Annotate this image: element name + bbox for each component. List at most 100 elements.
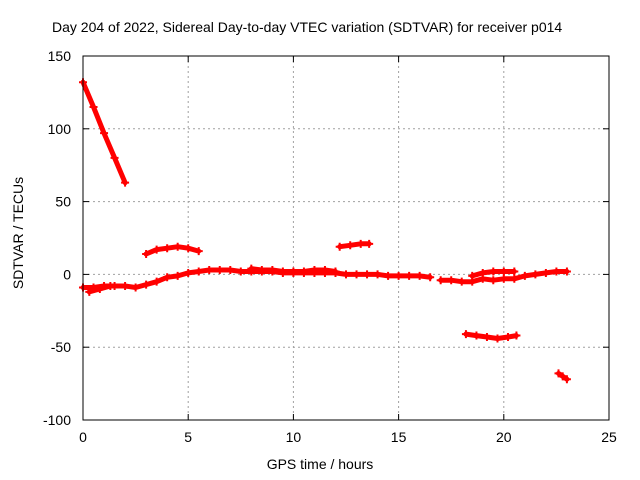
grid xyxy=(83,56,609,420)
y-tick-label: -50 xyxy=(51,339,71,355)
data-point xyxy=(489,276,498,285)
series-track-5 xyxy=(247,264,340,276)
data-point xyxy=(373,270,382,279)
plot-frame xyxy=(82,55,610,421)
data-points xyxy=(79,78,571,384)
data-point xyxy=(504,333,513,342)
data-point xyxy=(356,239,365,248)
series-track-6 xyxy=(335,239,374,251)
data-point xyxy=(384,271,393,280)
data-point xyxy=(352,270,361,279)
y-axis-label: SDTVAR / TECUs xyxy=(10,176,26,290)
data-point xyxy=(257,266,266,275)
data-point xyxy=(531,270,540,279)
x-tick-label: 25 xyxy=(601,429,617,445)
data-point xyxy=(194,267,203,276)
data-point xyxy=(335,242,344,251)
data-point xyxy=(520,271,529,280)
data-point xyxy=(173,242,182,251)
data-point xyxy=(106,282,115,291)
y-tick-label: 150 xyxy=(48,48,72,64)
data-point xyxy=(436,276,445,285)
y-tick-label: 0 xyxy=(63,266,71,282)
data-point xyxy=(331,267,340,276)
data-point xyxy=(278,267,287,276)
x-axis-label: GPS time / hours xyxy=(266,456,374,472)
data-point xyxy=(247,264,256,273)
data-point xyxy=(363,270,372,279)
series-track-7 xyxy=(436,267,571,286)
x-tick-label: 5 xyxy=(184,429,192,445)
data-point xyxy=(184,268,193,277)
x-tick-label: 10 xyxy=(286,429,302,445)
data-point xyxy=(510,267,519,276)
data-point xyxy=(299,267,308,276)
x-tick-label: 15 xyxy=(391,429,407,445)
series-track-8 xyxy=(468,267,519,280)
data-point xyxy=(236,267,245,276)
series-track-3 xyxy=(85,282,115,296)
data-point xyxy=(142,280,151,289)
data-point xyxy=(478,268,487,277)
data-point xyxy=(499,274,508,283)
data-point xyxy=(482,333,491,342)
data-point xyxy=(184,244,193,253)
data-point xyxy=(131,283,140,292)
data-point xyxy=(510,274,519,283)
data-point xyxy=(110,153,119,162)
data-point xyxy=(342,270,350,279)
data-point xyxy=(268,266,277,275)
data-point xyxy=(541,268,550,277)
data-point xyxy=(89,102,98,111)
data-point xyxy=(394,271,403,280)
data-point xyxy=(554,369,563,378)
x-tick-label: 20 xyxy=(496,429,512,445)
data-point xyxy=(365,239,374,248)
data-point xyxy=(205,266,214,275)
data-point xyxy=(194,247,203,256)
data-point xyxy=(457,277,466,286)
data-point xyxy=(489,267,498,276)
series-track-9 xyxy=(461,330,521,343)
data-point xyxy=(121,282,130,291)
data-point xyxy=(415,271,424,280)
x-tick-label: 0 xyxy=(79,429,87,445)
data-point xyxy=(152,277,161,286)
data-point xyxy=(226,266,235,275)
series-track-10 xyxy=(554,369,571,384)
data-point xyxy=(215,266,224,275)
chart-title: Day 204 of 2022, Sidereal Day-to-day VTE… xyxy=(52,19,563,35)
data-point xyxy=(346,241,355,250)
data-point xyxy=(100,129,109,138)
data-point xyxy=(512,331,521,340)
data-point xyxy=(310,266,319,275)
data-point xyxy=(558,372,567,381)
data-point xyxy=(85,287,94,296)
data-point xyxy=(320,266,329,275)
data-point xyxy=(289,267,298,276)
data-point xyxy=(426,273,435,282)
data-point xyxy=(562,375,571,384)
data-point xyxy=(95,284,104,293)
data-point xyxy=(447,276,456,285)
data-point xyxy=(173,271,182,280)
y-tick-label: 100 xyxy=(48,121,72,137)
y-tick-label: 50 xyxy=(55,194,71,210)
data-point xyxy=(142,250,151,259)
y-tick-label: -100 xyxy=(43,412,71,428)
data-point xyxy=(472,331,481,340)
data-point xyxy=(499,267,508,276)
data-point xyxy=(405,271,414,280)
axis-ticks: 0 5 10 15 20 25 -100 -50 0 50 100 150 xyxy=(43,48,617,445)
data-point xyxy=(552,267,561,276)
data-point xyxy=(121,178,130,187)
series-track-1 xyxy=(79,78,130,187)
series-track xyxy=(337,241,372,250)
data-point xyxy=(152,245,161,254)
data-point xyxy=(493,334,502,343)
data-point xyxy=(163,273,172,282)
data-point xyxy=(562,267,571,276)
data-point xyxy=(468,271,477,280)
data-point xyxy=(163,244,172,253)
